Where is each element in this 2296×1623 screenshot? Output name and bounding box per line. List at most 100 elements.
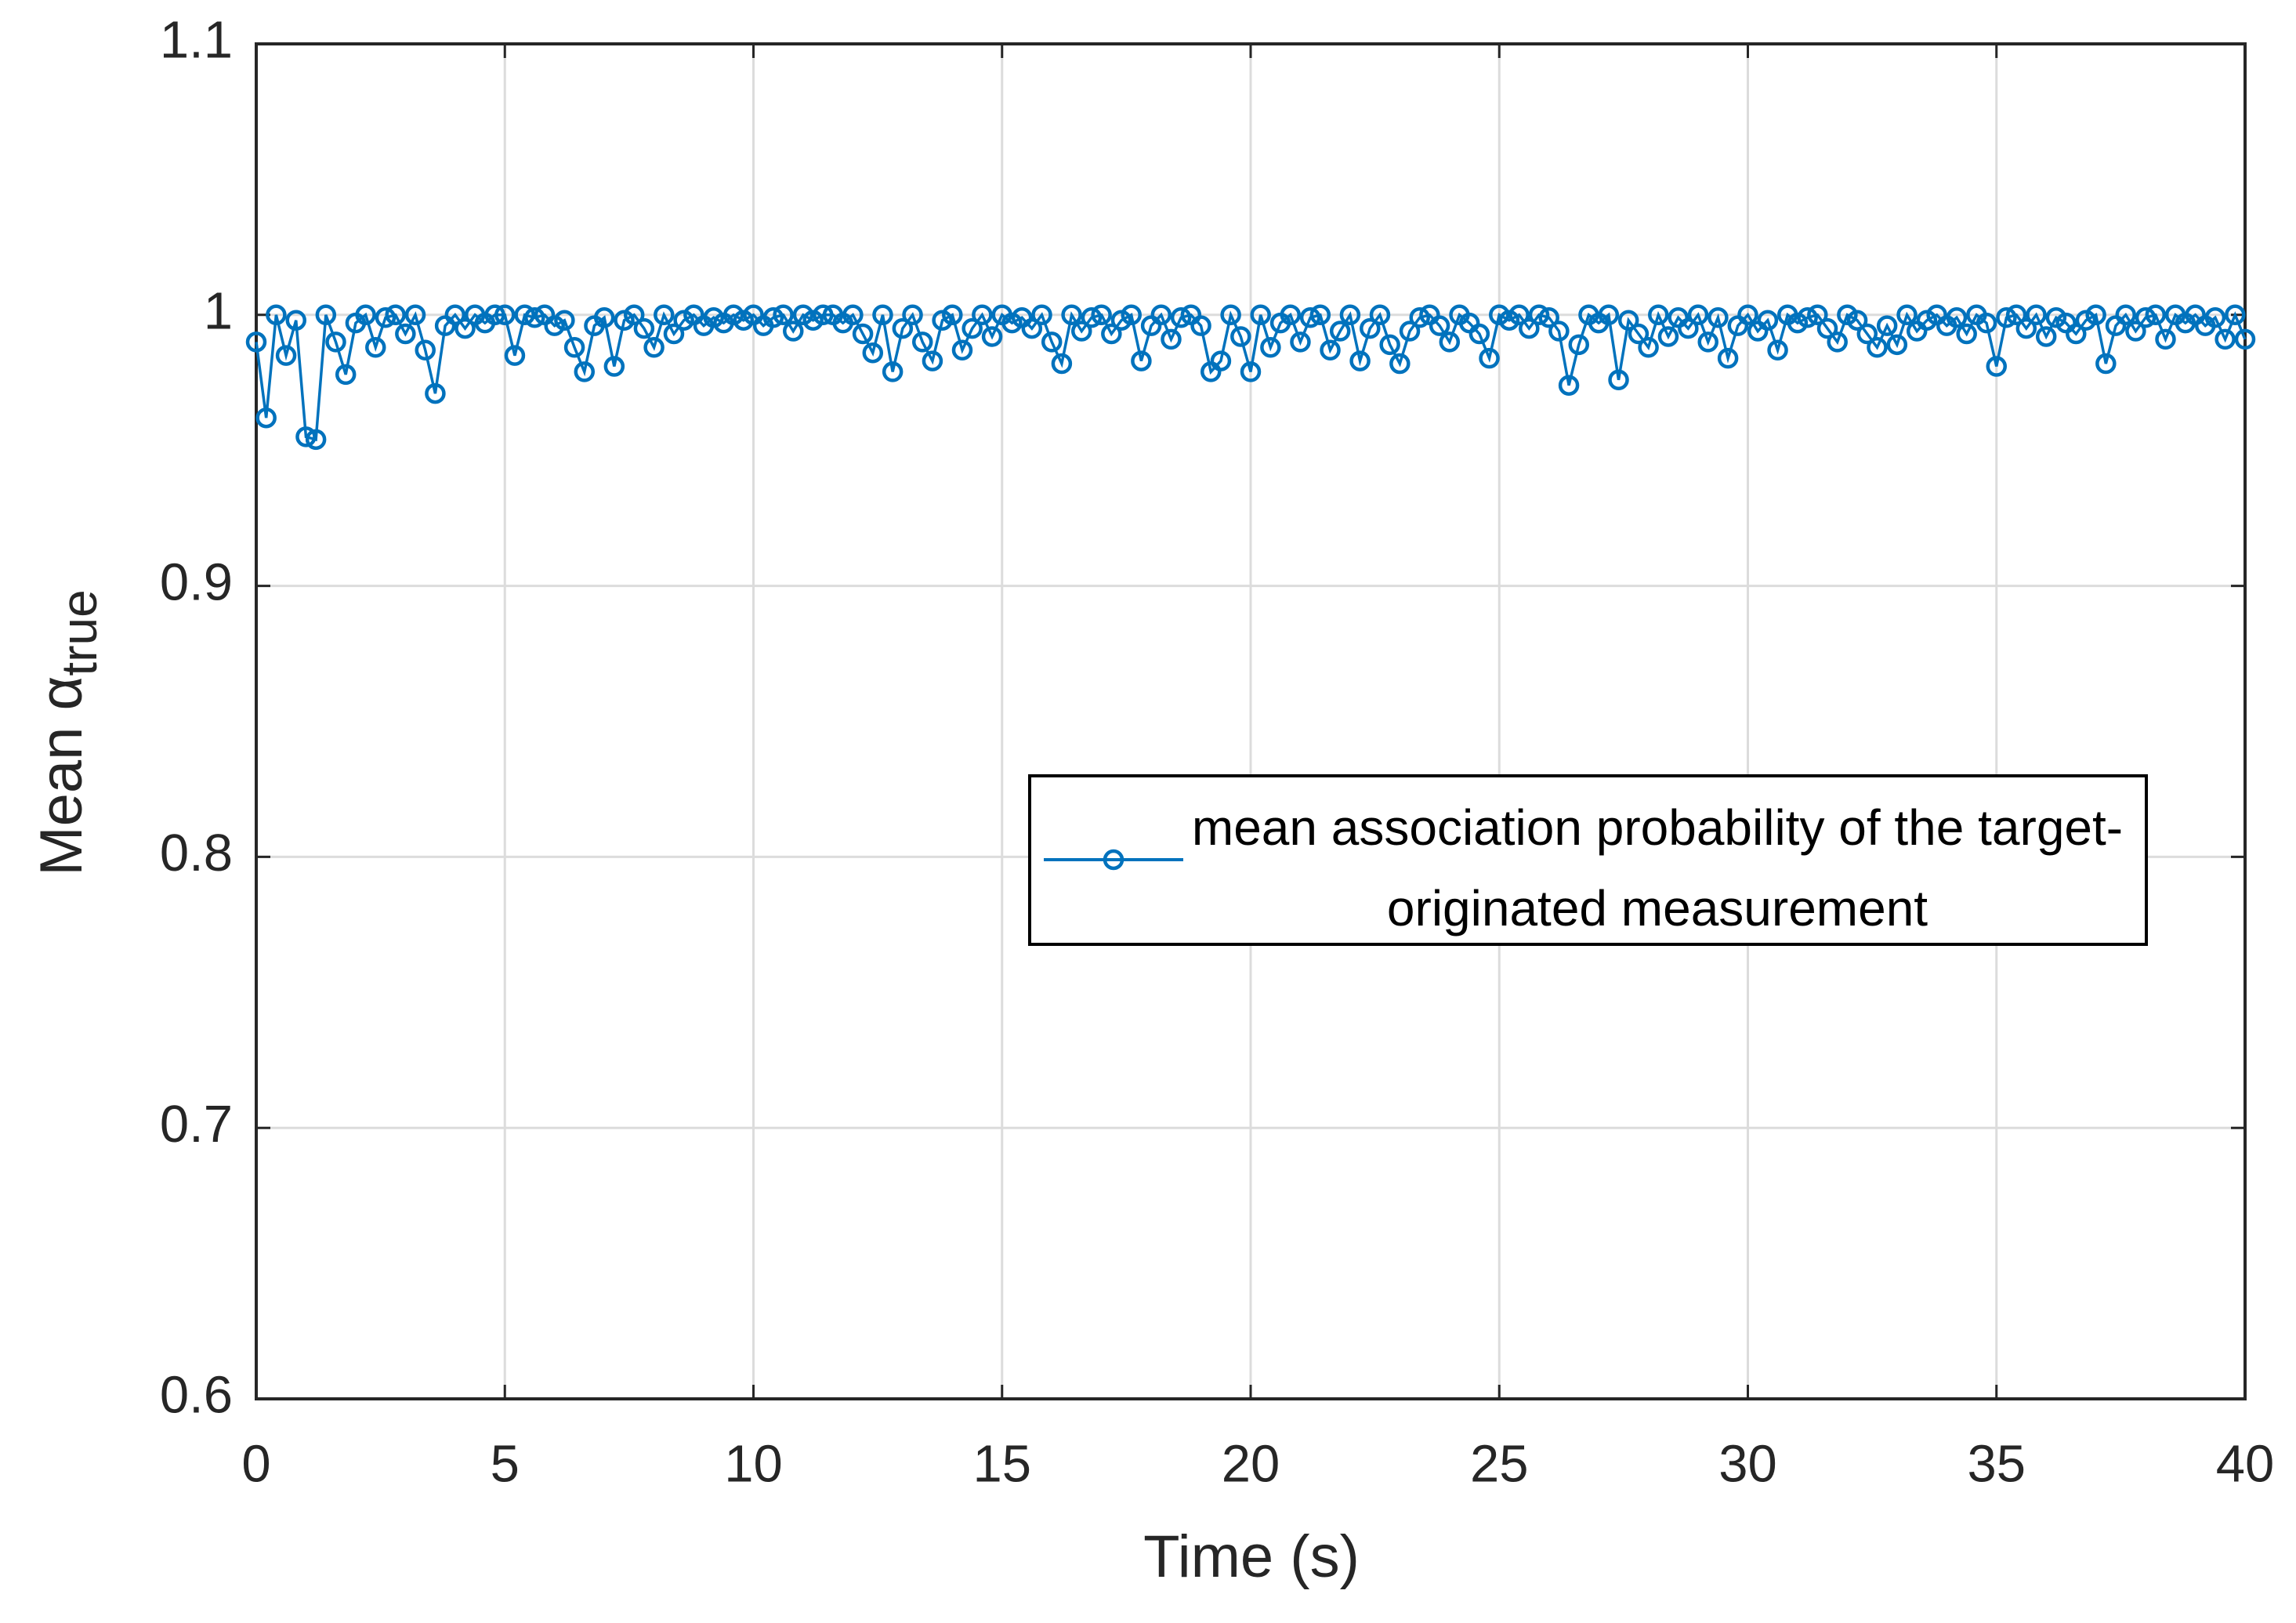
data-marker xyxy=(1608,369,1629,391)
data-marker xyxy=(425,382,446,404)
data-marker xyxy=(1886,334,1908,356)
data-marker xyxy=(2066,323,2087,345)
data-marker xyxy=(275,345,297,366)
data-marker xyxy=(1131,350,1152,371)
data-marker xyxy=(633,317,655,339)
data-marker xyxy=(2085,304,2106,326)
x-tick-label: 0 xyxy=(241,1435,270,1494)
data-marker xyxy=(2145,304,2167,326)
data-marker xyxy=(852,323,874,345)
data-marker xyxy=(2015,317,2037,339)
data-marker xyxy=(643,337,665,358)
data-marker xyxy=(1349,350,1371,371)
data-marker xyxy=(1797,307,1818,328)
data-marker xyxy=(1190,315,1211,336)
data-marker xyxy=(1369,304,1391,326)
data-marker xyxy=(1617,310,1639,331)
data-marker xyxy=(1827,331,1848,353)
data-marker xyxy=(1837,304,1858,326)
data-marker xyxy=(1001,312,1023,334)
data-marker xyxy=(1041,331,1063,353)
data-marker xyxy=(1091,304,1112,326)
data-marker xyxy=(1489,304,1510,326)
data-marker xyxy=(285,310,307,331)
data-marker xyxy=(2095,353,2117,375)
data-marker xyxy=(932,310,953,331)
data-marker xyxy=(1598,304,1620,326)
data-marker xyxy=(1101,323,1122,345)
data-marker xyxy=(614,310,635,331)
data-marker xyxy=(722,304,744,326)
data-marker xyxy=(872,304,893,326)
data-marker xyxy=(792,304,814,326)
x-tick-label: 5 xyxy=(491,1435,520,1494)
data-marker xyxy=(862,342,884,364)
data-marker xyxy=(355,304,376,326)
legend-label: mean association probability of the targ… xyxy=(1191,799,2124,936)
data-marker xyxy=(1031,304,1052,326)
data-marker xyxy=(733,310,755,331)
data-marker xyxy=(266,304,287,326)
x-tick-label: 15 xyxy=(972,1435,1031,1494)
data-marker xyxy=(1519,317,1540,339)
data-marker xyxy=(1161,328,1182,350)
axes-box xyxy=(255,42,2247,1400)
data-marker xyxy=(1210,350,1232,371)
data-marker xyxy=(972,304,993,326)
data-marker xyxy=(415,339,436,361)
data-marker xyxy=(1896,304,1918,326)
data-marker xyxy=(1280,304,1302,326)
data-marker xyxy=(1379,334,1400,356)
data-marker xyxy=(365,337,386,358)
data-marker xyxy=(255,407,277,429)
data-marker xyxy=(444,304,466,326)
data-marker xyxy=(1329,321,1351,342)
data-marker xyxy=(623,304,645,326)
data-marker xyxy=(1389,353,1411,375)
data-marker xyxy=(842,304,864,326)
data-marker xyxy=(1399,321,1421,342)
data-marker xyxy=(2005,304,2027,326)
data-marker xyxy=(335,364,357,386)
data-marker xyxy=(514,304,535,326)
data-marker xyxy=(504,345,526,366)
data-marker xyxy=(1299,307,1321,328)
data-marker xyxy=(494,304,516,326)
data-marker xyxy=(325,331,346,353)
data-marker xyxy=(1816,317,1838,339)
data-marker xyxy=(1081,307,1103,328)
data-marker xyxy=(484,304,505,326)
data-marker xyxy=(1021,317,1043,339)
data-marker xyxy=(951,339,973,361)
y-tick-label: 1.1 xyxy=(160,11,233,70)
y-tick-label: 1 xyxy=(204,282,233,341)
data-marker xyxy=(2204,307,2226,328)
data-marker xyxy=(1150,304,1172,326)
data-marker xyxy=(2035,326,2057,347)
data-marker xyxy=(1320,339,1341,361)
data-marker xyxy=(1220,304,1241,326)
data-marker xyxy=(1439,331,1461,353)
data-marker xyxy=(2234,328,2256,350)
data-marker xyxy=(574,361,596,382)
data-marker xyxy=(2075,310,2097,331)
data-marker xyxy=(654,304,675,326)
data-marker xyxy=(663,323,685,345)
data-marker xyxy=(882,361,904,382)
data-marker xyxy=(593,307,615,328)
data-marker xyxy=(783,321,804,342)
data-marker xyxy=(922,350,943,371)
data-marker xyxy=(1678,317,1699,339)
data-marker xyxy=(1061,304,1082,326)
data-marker xyxy=(1996,307,2017,328)
data-marker xyxy=(1976,312,1997,334)
data-marker xyxy=(385,304,406,326)
data-line xyxy=(255,310,2247,442)
data-marker xyxy=(1657,326,1679,347)
data-marker xyxy=(2115,304,2136,326)
data-marker xyxy=(1240,361,1262,382)
legend-box xyxy=(1028,774,2148,946)
data-marker xyxy=(1538,307,1559,328)
legend-marker xyxy=(1103,849,1124,871)
data-marker xyxy=(1767,339,1788,361)
